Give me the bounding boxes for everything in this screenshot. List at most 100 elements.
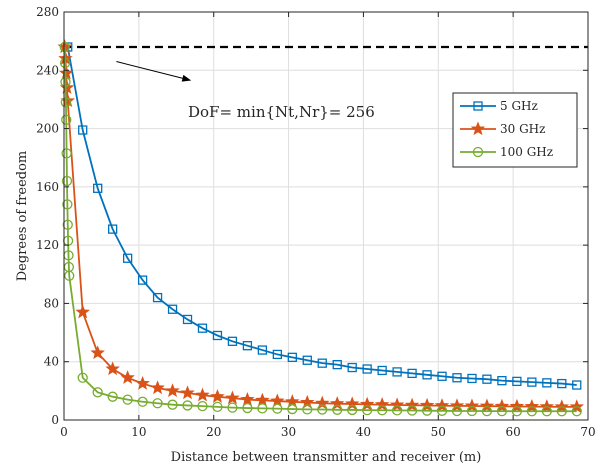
y-tick-label: 240 [36, 63, 59, 77]
data-point-5-ghz [212, 330, 223, 341]
data-point-100-ghz [61, 175, 73, 187]
data-point-100-ghz [451, 405, 463, 417]
data-point-30-ghz [389, 397, 405, 412]
annotation-group: DoF= min{Nt,Nr}= 256 [116, 61, 375, 121]
data-point-100-ghz [332, 404, 343, 415]
x-tick-label: 70 [580, 425, 595, 439]
data-point-5-ghz [332, 359, 342, 370]
data-point-100-ghz [62, 219, 73, 230]
plot-frame [63, 11, 589, 421]
data-point-30-ghz [315, 395, 330, 410]
data-point-30-ghz [524, 398, 540, 413]
series-line-5-ghz [66, 46, 577, 386]
data-point-5-ghz [572, 380, 582, 390]
data-point-30-ghz [509, 398, 525, 413]
data-point-30-ghz [344, 396, 360, 411]
data-point-30-ghz [330, 396, 345, 410]
data-point-30-ghz [165, 383, 180, 398]
y-tick-label: 160 [36, 180, 59, 194]
x-tick-label: 40 [356, 425, 371, 439]
data-point-100-ghz [107, 391, 118, 402]
data-point-5-ghz [407, 368, 417, 379]
data-point-100-ghz [541, 406, 552, 417]
data-point-30-ghz [135, 375, 150, 390]
y-tick-label: 120 [36, 238, 59, 252]
data-point-100-ghz [526, 406, 538, 417]
data-point-30-ghz [195, 387, 210, 402]
data-point-5-ghz [272, 349, 282, 360]
data-point-30-ghz [225, 390, 240, 405]
x-tick-label: 10 [131, 425, 146, 439]
data-point-100-ghz [64, 270, 75, 281]
data-point-100-ghz [391, 405, 403, 416]
dof-annotation-text: DoF= min{Nt,Nr}= 256 [188, 103, 375, 121]
data-point-30-ghz [255, 392, 270, 407]
data-point-5-ghz [467, 373, 477, 384]
data-point-5-ghz [167, 304, 178, 314]
data-point-5-ghz [542, 378, 552, 388]
data-point-100-ghz [92, 387, 103, 398]
x-tick-label: 20 [206, 425, 221, 439]
data-point-5-ghz [227, 336, 238, 346]
data-point-100-ghz [556, 406, 567, 417]
data-point-5-ghz [377, 365, 387, 376]
data-point-30-ghz [464, 398, 480, 413]
data-point-30-ghz [449, 398, 465, 413]
data-point-5-ghz [557, 378, 567, 389]
data-point-100-ghz [182, 400, 193, 411]
data-point-5-ghz [347, 362, 357, 373]
data-point-100-ghz [421, 405, 433, 416]
data-point-100-ghz [302, 404, 313, 415]
legend: 5 GHz 30 GHz 100 GHz [452, 92, 578, 168]
data-point-100-ghz [59, 57, 71, 69]
data-point-5-ghz [152, 292, 163, 303]
data-point-30-ghz [210, 389, 225, 403]
annotation-arrow [116, 61, 183, 79]
data-point-100-ghz [376, 405, 388, 416]
data-point-100-ghz [287, 403, 298, 415]
data-point-30-ghz [479, 398, 495, 413]
data-point-30-ghz [434, 398, 450, 412]
plot-area [64, 12, 588, 420]
data-point-30-ghz [359, 396, 375, 411]
data-point-5-ghz [482, 374, 492, 384]
legend-label-30-ghz: 30 GHz [500, 122, 545, 136]
data-point-5-ghz [287, 352, 297, 362]
data-point-5-ghz [317, 358, 327, 368]
y-tick-label: 200 [36, 122, 59, 136]
data-point-100-ghz [167, 399, 178, 410]
data-point-100-ghz [511, 406, 523, 417]
data-point-100-ghz [152, 398, 163, 409]
data-point-100-ghz [212, 401, 223, 413]
y-axis-label: Degrees of freedom [15, 151, 30, 282]
data-point-100-ghz [272, 403, 283, 414]
data-point-100-ghz [257, 403, 268, 414]
legend-label-100-ghz: 100 GHz [500, 145, 553, 159]
data-point-5-ghz [422, 370, 432, 380]
data-point-100-ghz [61, 114, 72, 125]
data-point-5-ghz [437, 371, 447, 381]
data-point-100-ghz [496, 405, 508, 417]
y-tick-label: 40 [44, 355, 59, 369]
data-point-5-ghz [392, 367, 402, 377]
data-point-100-ghz [59, 41, 70, 53]
data-point-100-ghz [197, 401, 208, 412]
data-point-100-ghz [347, 404, 358, 416]
data-point-30-ghz [90, 345, 105, 360]
data-point-30-ghz [494, 398, 510, 413]
data-point-30-ghz [180, 385, 195, 400]
data-point-30-ghz [404, 397, 420, 412]
annotation-arrowhead [181, 74, 192, 82]
data-point-100-ghz [571, 406, 582, 417]
data-point-100-ghz [466, 405, 478, 417]
legend-label-5-ghz: 5 GHz [500, 99, 538, 113]
data-point-5-ghz [242, 341, 253, 351]
data-point-100-ghz [60, 97, 72, 108]
data-point-5-ghz [122, 253, 133, 263]
data-point-100-ghz [137, 396, 148, 407]
data-point-100-ghz [242, 402, 253, 414]
data-point-30-ghz [75, 304, 90, 319]
x-axis-label: Distance between transmitter and receive… [171, 450, 482, 465]
data-point-5-ghz [93, 183, 103, 193]
